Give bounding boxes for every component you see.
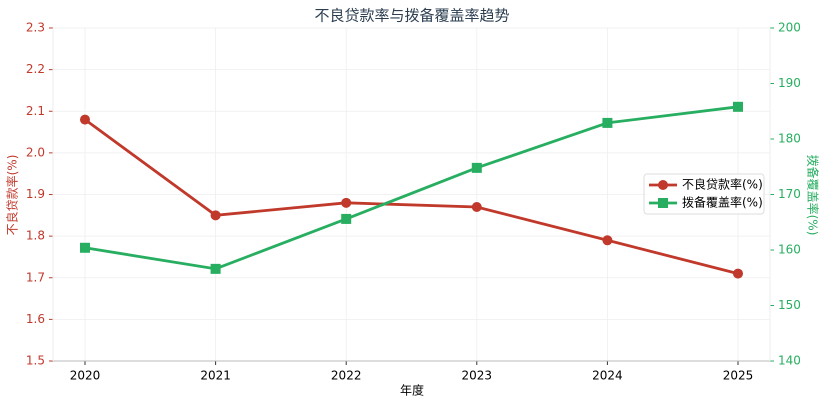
y-tick-label: 1.6 (26, 312, 45, 326)
y-tick-label: 2.1 (26, 104, 45, 118)
marker (471, 162, 482, 173)
y2-tick-label: 200 (778, 21, 801, 35)
marker (210, 210, 221, 221)
x-tick-label: 2022 (331, 369, 362, 383)
x-axis-label: 年度 (400, 383, 424, 398)
marker (341, 213, 352, 224)
y-tick-label: 1.8 (26, 229, 45, 243)
legend-marker (658, 198, 668, 208)
y2-tick-label: 150 (778, 298, 801, 312)
y2-tick-label: 170 (778, 187, 801, 201)
y2-tick-label: 180 (778, 132, 801, 146)
marker (733, 268, 743, 279)
marker (210, 263, 221, 274)
legend-marker (658, 180, 668, 190)
y2-tick-label: 160 (778, 243, 801, 257)
y-axis-label: 不良贷款率(%) (5, 155, 20, 236)
x-tick-label: 2025 (723, 369, 754, 383)
chart-title: 不良贷款率与拨备覆盖率趋势 (314, 7, 509, 25)
y-tick-label: 1.7 (26, 270, 45, 284)
marker (733, 101, 743, 112)
y-tick-label: 2.2 (26, 62, 45, 76)
x-tick-label: 2023 (462, 369, 493, 383)
y2-tick-label: 140 (778, 354, 801, 368)
y-tick-label: 2.3 (26, 21, 45, 35)
y2-axis-label: 拨备覆盖率(%) (806, 155, 821, 236)
legend-label: 不良贷款率(%) (682, 177, 763, 192)
x-tick-label: 2024 (592, 369, 623, 383)
y2-tick-label: 190 (778, 76, 801, 90)
y-tick-label: 1.9 (26, 187, 45, 201)
legend-label: 拨备覆盖率(%) (682, 195, 763, 210)
x-tick-label: 2020 (70, 369, 101, 383)
marker (80, 114, 90, 125)
series-line (84, 105, 739, 271)
marker (602, 117, 613, 128)
marker (341, 197, 352, 208)
marker (602, 235, 613, 246)
marker (80, 242, 90, 253)
x-tick-label: 2021 (200, 369, 231, 383)
series-line (84, 118, 739, 275)
marker (471, 201, 482, 212)
y-tick-label: 1.5 (26, 354, 45, 368)
y-tick-label: 2.0 (26, 145, 45, 159)
